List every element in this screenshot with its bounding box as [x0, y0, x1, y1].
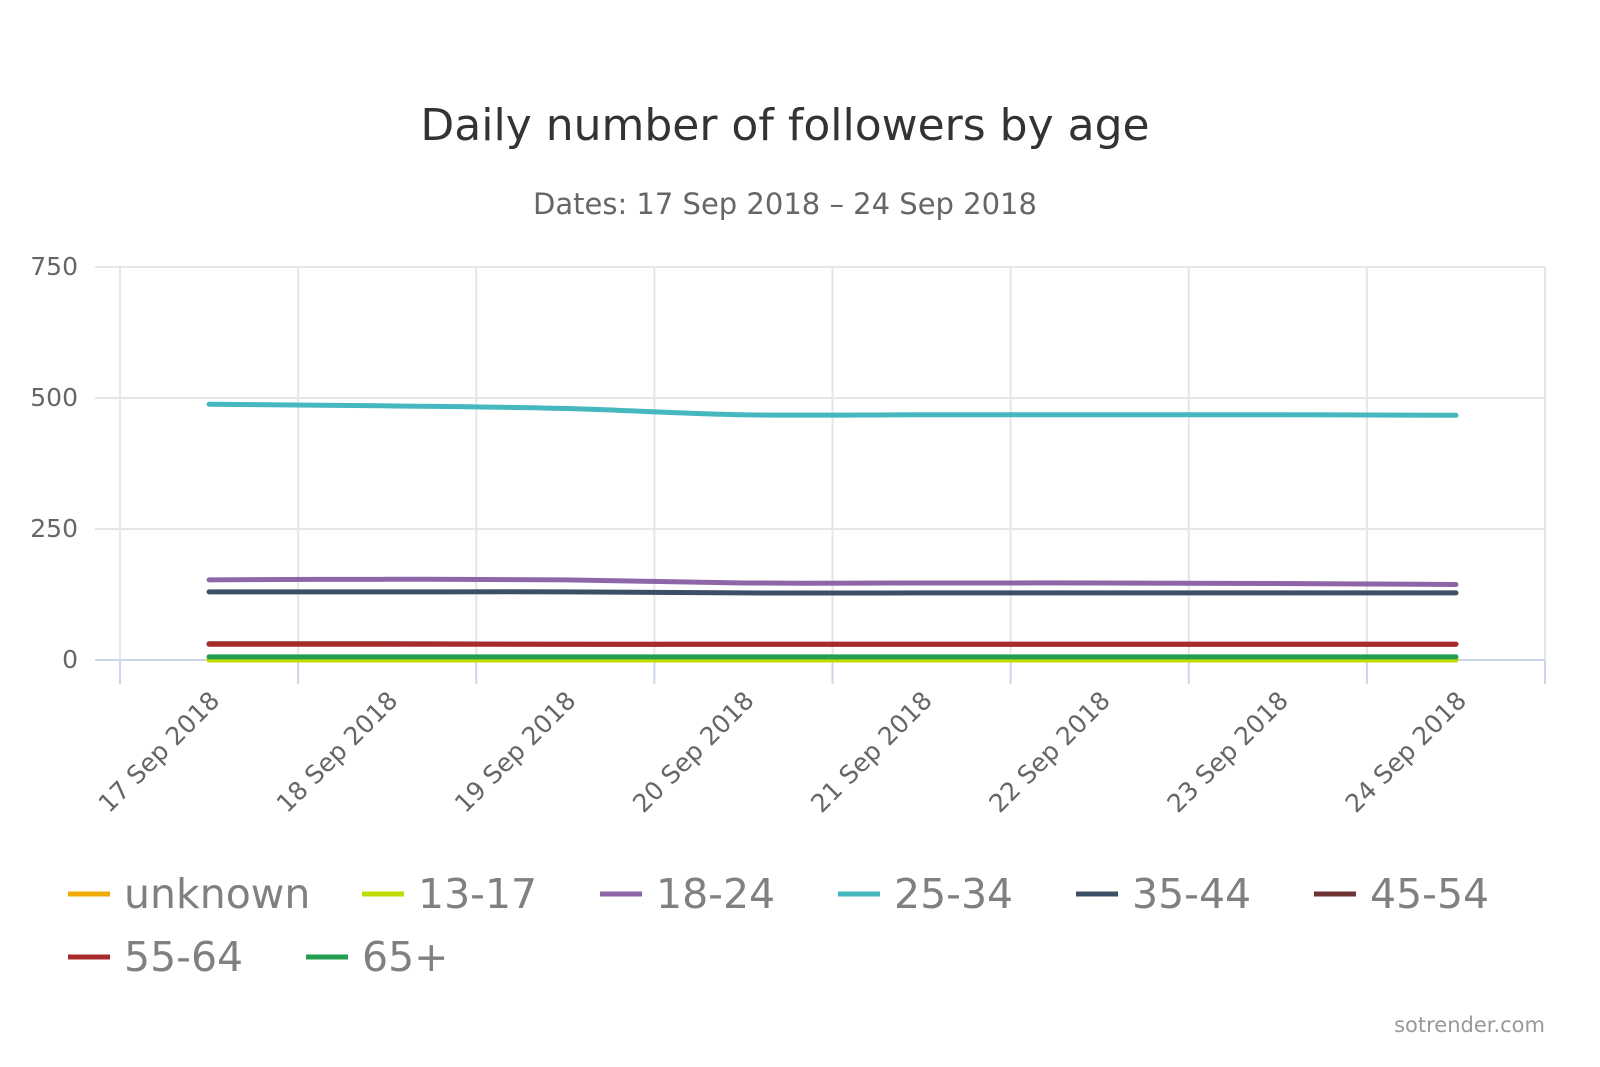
axes: 0 250 500 750 17 Sep 2018 18 Sep 2018 19 Sep 2… [30, 252, 1546, 819]
credit-link[interactable]: sotrender.com [1394, 1013, 1545, 1037]
legend-item-13-17[interactable]: 13-17 [362, 870, 537, 918]
series-lines [206, 401, 1459, 663]
series-line-18-24[interactable] [206, 576, 1459, 588]
series-line-35-44[interactable] [206, 589, 1459, 596]
legend-label: unknown [124, 870, 310, 918]
legend-label: 45-54 [1370, 870, 1489, 918]
x-tick-label: 22 Sep 2018 [983, 686, 1116, 819]
y-tick-label: 750 [30, 252, 78, 281]
legend-label: 65+ [362, 933, 449, 981]
legend-item-unknown[interactable]: unknown [68, 870, 310, 918]
grid [95, 266, 1546, 661]
x-tick-label: 18 Sep 2018 [271, 686, 404, 819]
legend-item-65-[interactable]: 65+ [306, 933, 449, 981]
y-tick-label: 250 [30, 514, 78, 543]
legend-item-18-24[interactable]: 18-24 [600, 870, 775, 918]
chart-title: Daily number of followers by age [420, 100, 1149, 151]
legend-label: 55-64 [124, 933, 243, 981]
legend-item-45-54[interactable]: 45-54 [1314, 870, 1489, 918]
legend-item-55-64[interactable]: 55-64 [68, 933, 243, 981]
y-tick-label: 500 [30, 383, 78, 412]
x-tick-label: 21 Sep 2018 [805, 686, 938, 819]
x-tick-label: 20 Sep 2018 [627, 686, 760, 819]
y-tick-label: 0 [62, 645, 78, 674]
legend-label: 25-34 [894, 870, 1013, 918]
x-tick-label: 24 Sep 2018 [1340, 686, 1473, 819]
legend[interactable]: unknown 13-17 18-24 25-34 35-44 45-54 55-64 65+ [68, 870, 1489, 981]
x-tick-label: 23 Sep 2018 [1162, 686, 1295, 819]
legend-label: 18-24 [656, 870, 775, 918]
legend-item-35-44[interactable]: 35-44 [1076, 870, 1251, 918]
legend-label: 35-44 [1132, 870, 1251, 918]
series-line-25-34[interactable] [206, 401, 1459, 418]
chart-subtitle: Dates: 17 Sep 2018 – 24 Sep 2018 [533, 187, 1037, 221]
x-tick-label: 17 Sep 2018 [93, 686, 226, 819]
legend-item-25-34[interactable]: 25-34 [838, 870, 1013, 918]
x-tick-label: 19 Sep 2018 [449, 686, 582, 819]
legend-label: 13-17 [418, 870, 537, 918]
